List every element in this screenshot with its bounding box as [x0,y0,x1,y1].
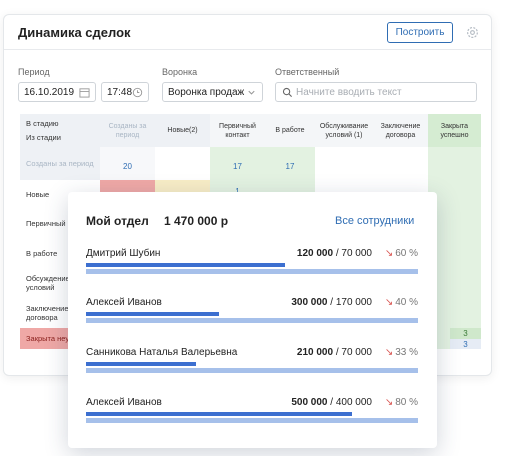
employee-name: Алексей Иванов [86,397,162,408]
row-label: Первичный контакт [26,218,94,228]
grid-corner [20,114,100,147]
responsible-search-input[interactable]: Начните вводить текст [275,82,477,102]
row-label: Обсуждение условий [26,274,70,292]
date-field[interactable]: 16.10.2019 [18,82,96,102]
department-title: Мой отдел [86,214,149,228]
row-label: Созданы за период [20,147,100,180]
progress-bar-track [86,269,418,274]
department-amount: 1 470 000 р [164,214,229,228]
percent-value: 80 % [395,397,418,408]
employee-name: Алексей Иванов [86,297,162,308]
arrow-down-icon: ↘ [384,397,394,408]
column-header: Созданы за период [100,114,155,147]
gear-icon[interactable] [465,25,480,40]
employee-row: Алексей Иванов 300 000 / 170 000 ↘ 40 % [86,297,418,337]
grid-cell [100,147,155,180]
search-placeholder: Начните вводить текст [296,86,402,98]
chevron-down-icon [248,90,255,95]
funnel-select[interactable]: Воронка продаж [162,82,263,102]
build-button[interactable]: Построить [387,22,453,43]
column-header: Новые(2) [155,114,210,147]
funnel-label: Воронка [162,67,198,77]
cell-value: 17 [233,161,242,171]
search-icon [282,87,293,98]
date-value: 16.10.2019 [24,86,75,98]
cell-value: 3 [450,339,481,349]
employee-row: Санникова Наталья Валерьевна 210 000 / 70… [86,347,418,387]
employee-name: Санникова Наталья Валерьевна [86,347,238,358]
employee-values: 500 000 / 400 000 [291,397,372,408]
arrow-down-icon: ↘ [384,297,394,308]
percent-value: 33 % [395,347,418,358]
employee-values: 120 000 / 70 000 [296,248,372,259]
row-label: Новые [26,189,50,199]
responsible-label: Ответственный [275,67,340,77]
clock-icon [132,87,143,98]
employee-percent: ↘ 40 % [385,297,418,308]
calendar-icon [79,88,90,98]
percent-value: 60 % [395,248,418,259]
column-header: В работе [265,114,315,147]
progress-bar-fill [86,312,219,316]
progress-bar-track [86,368,418,373]
progress-bar-track [86,418,418,423]
funnel-value: Воронка продаж [168,86,245,98]
arrow-down-icon: ↘ [384,347,394,358]
fact-value: 210 000 [296,347,334,358]
all-employees-link[interactable]: Все сотрудники [335,215,415,227]
corner-top-label: В стадию [26,118,59,128]
row-label: Заключение договора [26,304,69,322]
cell-value: 20 [123,161,132,171]
page-title: Динамика сделок [18,25,131,40]
plan-value: 170 000 [335,297,372,308]
department-popover: Мой отдел 1 470 000 р Все сотрудники Дми… [68,192,437,448]
cell-value: 17 [285,161,295,171]
cell-value: 1 [210,180,265,196]
employee-percent: ↘ 60 % [385,248,418,259]
employee-row: Дмитрий Шубин 120 000 / 70 000 ↘ 60 % [86,248,418,288]
arrow-down-icon: ↘ [384,248,394,259]
progress-bar-track [86,318,418,323]
employee-percent: ↘ 80 % [385,397,418,408]
employee-values: 210 000 / 70 000 [296,347,372,358]
progress-bar-fill [86,362,196,366]
employee-percent: ↘ 33 % [385,347,418,358]
row-label: В работе [26,248,58,258]
column-header: Заключение договора [373,114,428,147]
column-header: Закрыта успешно [428,114,481,147]
period-label: Период [18,67,50,77]
fact-value: 300 000 [291,297,328,308]
employee-row: Алексей Иванов 500 000 / 400 000 ↘ 80 % [86,397,418,437]
time-field[interactable]: 17:48 [101,82,149,102]
card-header: Динамика сделок Построить [4,15,491,50]
plan-value: 70 000 [341,248,372,259]
progress-bar-fill [86,263,285,267]
corner-bottom-label: Из стадии [26,132,61,142]
percent-value: 40 % [395,297,418,308]
column-header: Обслуживание условий (1) [315,114,373,147]
time-value: 17:48 [107,86,133,98]
plan-value: 400 000 [335,397,372,408]
fact-value: 120 000 [296,248,334,259]
plan-value: 70 000 [341,347,372,358]
employee-values: 300 000 / 170 000 [291,297,372,308]
employee-name: Дмитрий Шубин [86,248,161,259]
column-header: Первичный контакт [210,114,265,147]
fact-value: 500 000 [291,397,328,408]
cell-value: 3 [450,328,481,339]
progress-bar-fill [86,412,352,416]
